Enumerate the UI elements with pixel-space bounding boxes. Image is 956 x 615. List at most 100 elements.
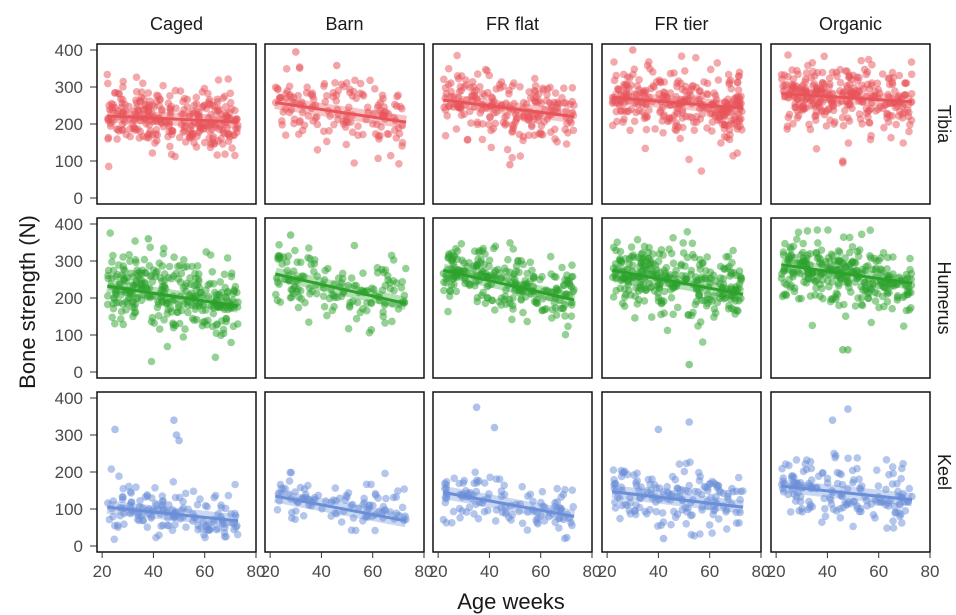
data-point (386, 284, 395, 293)
data-point (508, 511, 517, 519)
data-point (363, 306, 371, 315)
data-point (905, 484, 914, 493)
data-point (384, 130, 393, 138)
data-point (884, 253, 892, 262)
data-point (274, 255, 282, 263)
data-point (854, 252, 863, 261)
data-point (171, 152, 179, 161)
data-point (198, 306, 207, 315)
data-point (706, 65, 715, 74)
data-point (199, 318, 207, 327)
data-point (155, 259, 164, 268)
data-point (562, 107, 570, 115)
data-point (723, 264, 732, 273)
data-point (163, 514, 172, 522)
data-point (475, 248, 483, 257)
data-point (902, 79, 911, 87)
data-point (820, 494, 828, 503)
data-point (559, 515, 568, 524)
panel-frame (96, 217, 257, 379)
data-point (839, 157, 847, 165)
data-point (132, 258, 140, 267)
data-point (203, 502, 211, 511)
data-point (856, 115, 865, 123)
data-point (452, 287, 461, 296)
data-point (473, 70, 482, 78)
data-point (685, 155, 693, 164)
data-point (323, 311, 331, 320)
data-point (143, 523, 152, 531)
data-point (826, 80, 834, 88)
data-point (356, 79, 365, 88)
data-point (882, 100, 891, 109)
data-point (219, 140, 227, 148)
data-point (160, 316, 168, 324)
data-point (848, 104, 856, 113)
data-point (568, 261, 576, 270)
data-point (531, 82, 540, 90)
data-point (781, 460, 790, 468)
data-point (387, 251, 396, 260)
data-point (710, 292, 718, 300)
y-tick-label: 400 (55, 389, 83, 408)
data-point (677, 79, 685, 88)
data-point (735, 72, 743, 80)
data-point (779, 251, 788, 259)
data-point (833, 290, 842, 299)
data-point (567, 118, 575, 127)
data-point (111, 319, 119, 328)
data-point (167, 308, 176, 316)
data-point (639, 256, 647, 264)
points-group (777, 51, 916, 167)
data-point (273, 84, 282, 93)
data-point (883, 524, 891, 532)
data-point (657, 521, 665, 529)
data-point (533, 299, 542, 308)
data-point (888, 480, 897, 488)
data-point (113, 135, 121, 143)
data-point (786, 508, 795, 516)
data-point (221, 524, 229, 532)
data-point (310, 493, 319, 502)
data-point (633, 235, 642, 244)
data-point (883, 265, 891, 273)
data-point (163, 521, 172, 530)
data-point (171, 86, 180, 95)
data-point (139, 132, 147, 141)
data-point (501, 113, 509, 122)
data-point (641, 144, 650, 153)
data-point (628, 261, 637, 270)
data-point (130, 303, 139, 312)
trend-line (107, 505, 239, 523)
data-point (560, 281, 568, 290)
data-point (117, 307, 126, 316)
data-point (349, 297, 357, 306)
data-point (568, 486, 577, 495)
data-point (736, 495, 744, 504)
data-point (836, 504, 844, 513)
data-point (194, 525, 202, 534)
data-point (455, 479, 464, 488)
data-point (626, 493, 634, 502)
data-point (481, 299, 490, 308)
data-point (394, 487, 402, 495)
data-point (669, 310, 677, 319)
data-point (547, 270, 555, 278)
data-point (322, 497, 330, 505)
trend-line (443, 98, 575, 119)
data-point (177, 120, 186, 129)
data-point (525, 88, 533, 96)
data-point (551, 304, 560, 312)
data-point (835, 248, 844, 256)
data-point (398, 278, 407, 286)
data-point (853, 464, 861, 473)
data-point (376, 131, 384, 140)
data-point (472, 500, 480, 509)
data-point (659, 488, 668, 496)
data-point (558, 263, 566, 272)
data-point (123, 299, 131, 308)
data-point (395, 160, 403, 168)
data-point (170, 253, 178, 261)
data-point (569, 503, 577, 511)
data-point (812, 145, 821, 153)
